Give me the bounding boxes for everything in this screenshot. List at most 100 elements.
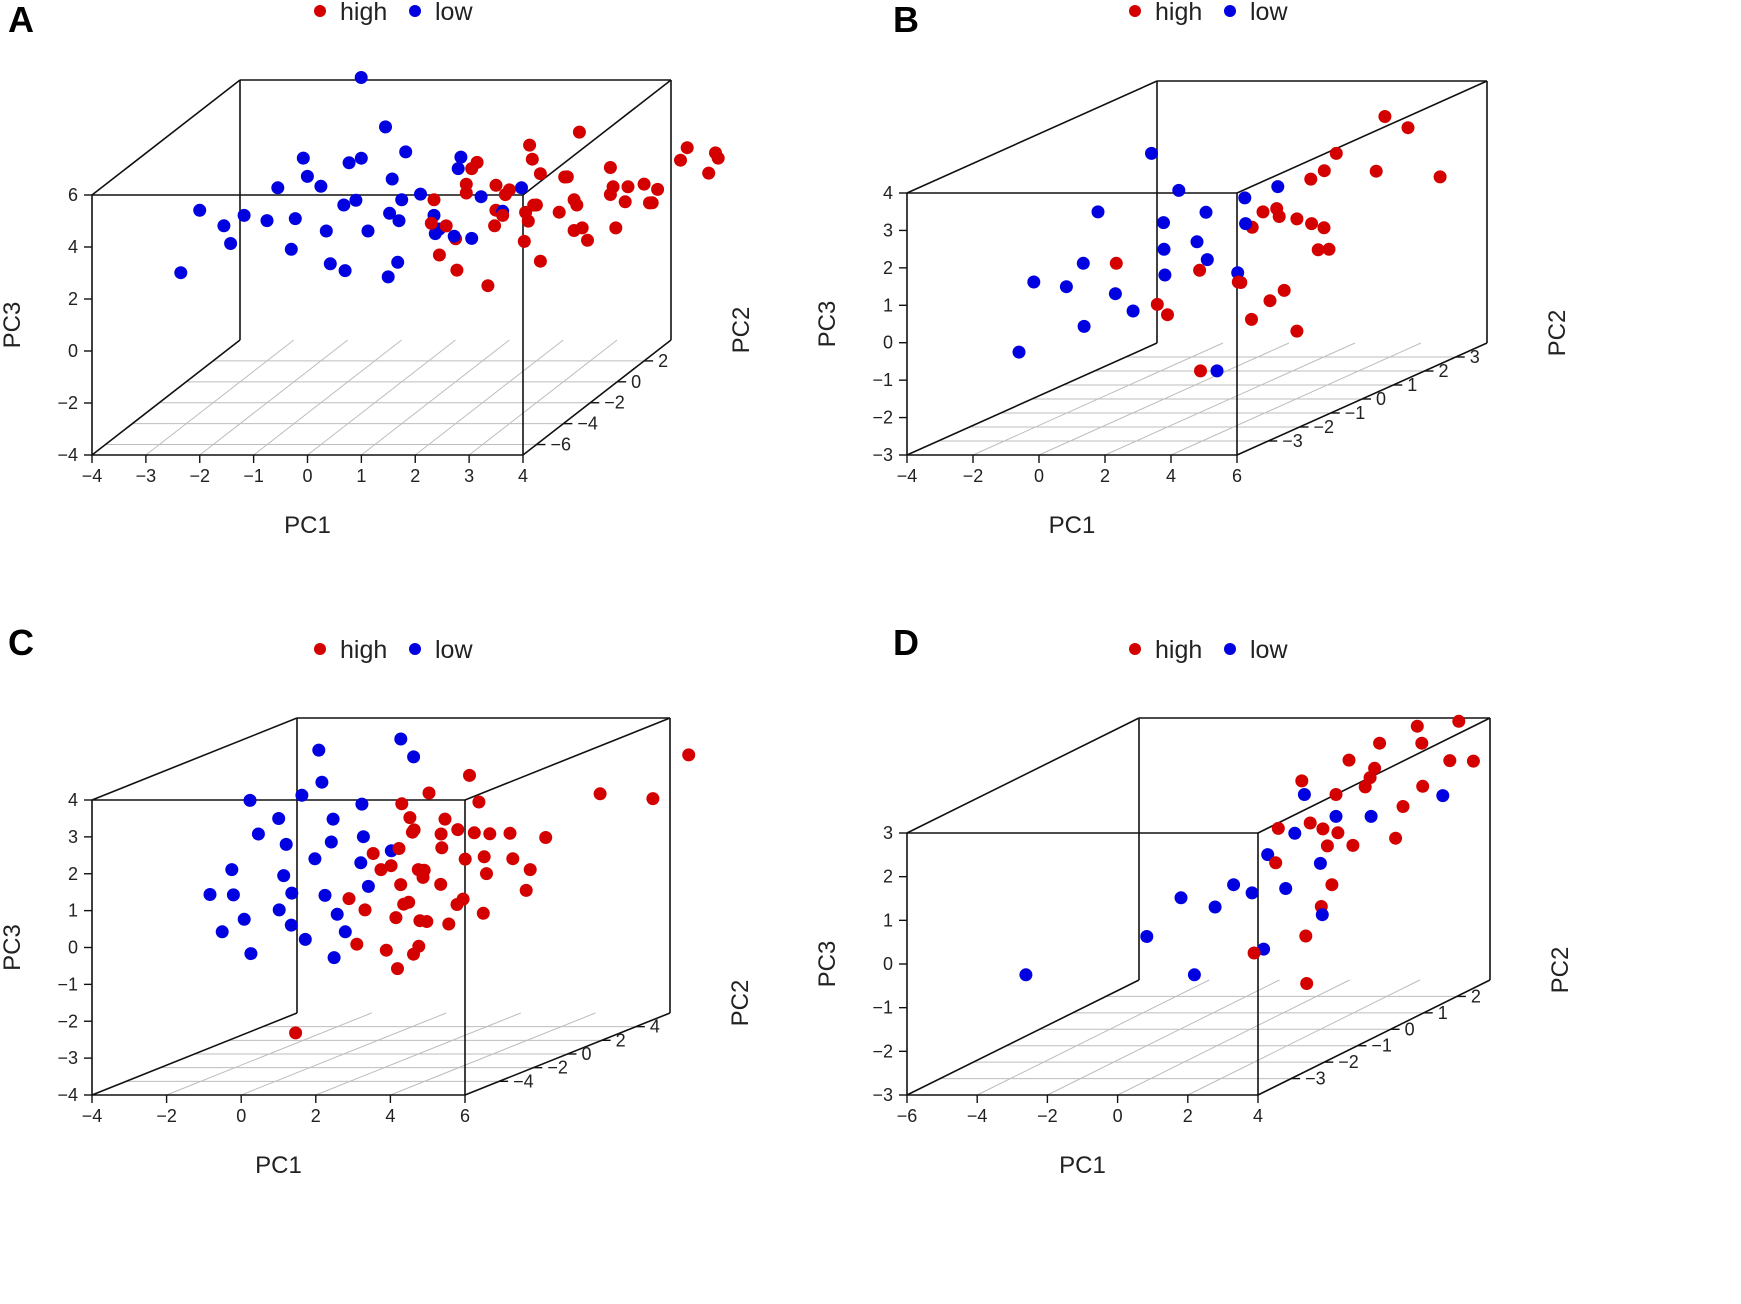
y-tick-label: −4 xyxy=(57,1085,78,1105)
box-edge xyxy=(906,979,1140,1096)
x-tick-label: 4 xyxy=(518,466,528,486)
point-low xyxy=(312,743,326,757)
point-high xyxy=(470,155,484,169)
point-low xyxy=(1157,216,1170,230)
plot-box xyxy=(906,80,1488,456)
legend-low-marker xyxy=(1224,5,1236,17)
point-high xyxy=(458,852,472,866)
box-edge xyxy=(91,1012,298,1096)
legend-low-label: low xyxy=(435,636,473,664)
point-low xyxy=(272,903,286,917)
point-high xyxy=(651,182,665,196)
point-high xyxy=(637,177,651,191)
y-tick-label: 3 xyxy=(883,220,893,240)
point-high xyxy=(1322,242,1336,256)
point-high xyxy=(1245,312,1258,326)
plot-box xyxy=(91,717,671,1096)
x-tick-label: −2 xyxy=(1037,1106,1058,1126)
point-low xyxy=(284,242,298,256)
y-tick-label: −3 xyxy=(57,1048,78,1068)
point-low xyxy=(1261,848,1275,862)
point-high xyxy=(1415,736,1429,750)
plot-box xyxy=(906,717,1491,1096)
point-high xyxy=(1410,719,1424,733)
point-low xyxy=(226,888,240,902)
point-high xyxy=(451,823,465,837)
box-edge xyxy=(522,79,672,196)
point-low xyxy=(284,918,298,932)
y-tick-label: 3 xyxy=(68,827,78,847)
point-high xyxy=(422,786,436,800)
point-high xyxy=(606,180,620,194)
point-high xyxy=(503,826,517,840)
y-tick-label: −2 xyxy=(57,1011,78,1031)
z-tick-label: −3 xyxy=(1305,1069,1326,1089)
x-tick-label: 6 xyxy=(460,1106,470,1126)
point-low xyxy=(354,71,368,84)
floor-grid xyxy=(91,339,672,456)
point-high xyxy=(603,161,617,174)
z-tick-label: 4 xyxy=(650,1017,660,1037)
legend: high low xyxy=(1129,0,1288,26)
point-high xyxy=(1416,779,1430,793)
point-high xyxy=(395,797,409,811)
point-high xyxy=(533,254,547,268)
point-high xyxy=(467,826,481,840)
z-axis-title: PC2 xyxy=(1547,947,1574,994)
point-low xyxy=(1012,345,1026,359)
data-points xyxy=(174,71,725,293)
box-edge xyxy=(91,339,241,456)
point-high xyxy=(1271,821,1285,835)
z-tick-label: 0 xyxy=(582,1044,592,1064)
x-tick-label: 3 xyxy=(464,466,474,486)
legend-high-marker xyxy=(314,5,326,17)
z-tick-label: −6 xyxy=(550,435,571,455)
floor-grid xyxy=(906,979,1491,1096)
x-axis-title: PC1 xyxy=(1049,512,1096,539)
point-low xyxy=(318,888,332,902)
point-high xyxy=(674,153,687,167)
point-low xyxy=(1157,242,1171,256)
point-high xyxy=(621,180,635,194)
point-high xyxy=(488,219,502,233)
point-high xyxy=(1256,205,1270,219)
point-high xyxy=(1396,800,1410,813)
point-low xyxy=(1210,364,1224,378)
point-low xyxy=(288,212,302,226)
point-high xyxy=(1299,929,1313,943)
point-low xyxy=(271,181,285,195)
point-high xyxy=(405,825,419,839)
z-tick-label: −2 xyxy=(1338,1052,1359,1072)
point-high xyxy=(424,216,438,230)
point-high xyxy=(1452,714,1466,728)
point-low xyxy=(217,219,231,233)
grid-line-x xyxy=(1187,979,1421,1096)
point-low xyxy=(1200,253,1214,267)
point-low xyxy=(1190,235,1204,249)
point-low xyxy=(395,193,409,207)
point-low xyxy=(337,198,351,212)
point-high xyxy=(350,937,364,951)
z-tick-label: −2 xyxy=(604,393,625,413)
y-axis-title: PC3 xyxy=(0,924,26,971)
point-high xyxy=(456,892,470,906)
box-edge xyxy=(906,80,1158,194)
point-high xyxy=(506,852,520,866)
point-high xyxy=(643,196,656,210)
point-high xyxy=(394,878,408,892)
x-tick-label: 4 xyxy=(1166,466,1176,486)
point-high xyxy=(523,863,537,877)
point-high xyxy=(392,842,406,855)
point-low xyxy=(1364,809,1378,823)
point-low xyxy=(1174,891,1188,905)
point-high xyxy=(1290,212,1304,226)
point-low xyxy=(355,797,369,811)
grid-line-x xyxy=(976,979,1210,1096)
point-low xyxy=(1059,280,1073,294)
x-tick-label: −2 xyxy=(189,466,210,486)
point-high xyxy=(379,943,393,957)
point-high xyxy=(539,831,553,844)
point-high xyxy=(389,911,403,925)
point-low xyxy=(1288,826,1302,840)
